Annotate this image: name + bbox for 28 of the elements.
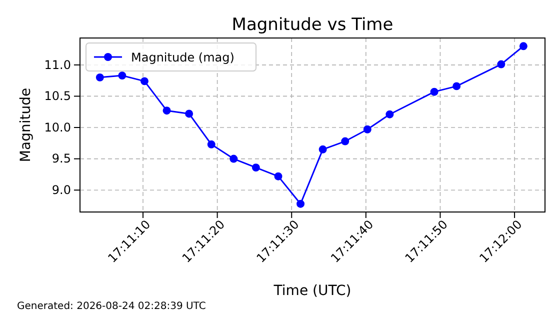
y-tick-label: 10.5	[44, 89, 71, 104]
text: Generated: 2026-08-24 02:28:39 UTC	[17, 301, 206, 312]
point	[140, 77, 148, 86]
point	[452, 82, 461, 90]
point	[386, 110, 394, 118]
point	[185, 110, 194, 118]
point	[274, 172, 282, 180]
point	[230, 154, 238, 163]
y-axis-title: Magnitude	[18, 88, 34, 162]
point	[252, 164, 260, 172]
point	[96, 73, 104, 82]
point	[207, 140, 216, 148]
chart-title: Magnitude vs Time	[232, 15, 394, 35]
x-axis-title: Time (UTC)	[272, 283, 352, 299]
point	[318, 145, 327, 154]
legend-label: Magnitude (mag)	[131, 50, 234, 64]
y-tick-label: 9.5	[52, 152, 71, 166]
point	[341, 137, 350, 146]
point	[296, 200, 305, 208]
point	[363, 125, 372, 134]
point	[162, 106, 171, 115]
point	[430, 88, 438, 96]
point	[519, 42, 528, 50]
point	[118, 72, 126, 80]
y-tick-label: 11.0	[44, 58, 71, 72]
y-tick-label: 10.0	[44, 120, 71, 134]
point	[497, 60, 506, 68]
y-tick-label: 9.0	[52, 182, 71, 197]
